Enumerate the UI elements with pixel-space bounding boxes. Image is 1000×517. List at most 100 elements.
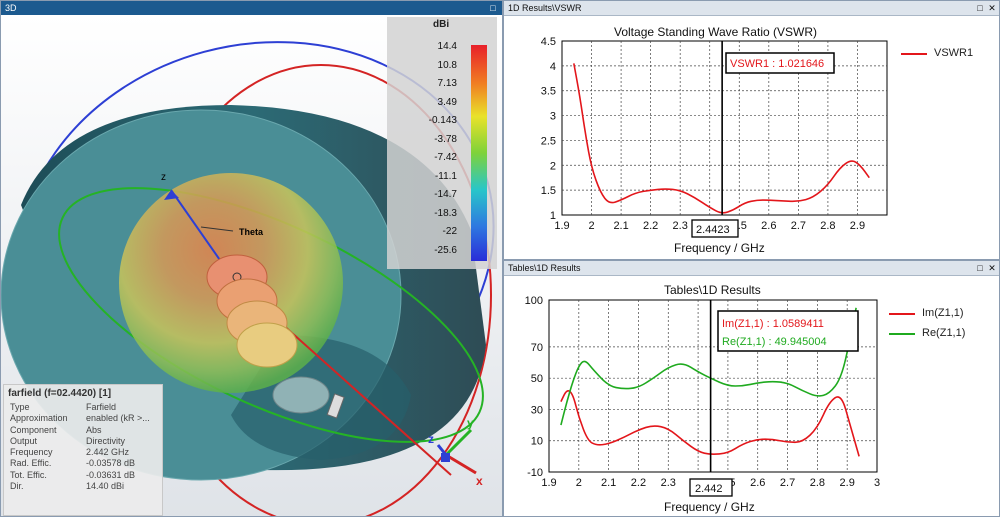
y-tick-label: 10 <box>531 436 543 448</box>
info-row: Output Directivity <box>4 436 162 447</box>
close-icon[interactable]: ✕ <box>988 263 996 273</box>
info-key: Tot. Effic. <box>10 469 47 480</box>
info-value: enabled (kR >... <box>86 413 150 424</box>
panel-3d: 3D □ <box>0 0 503 517</box>
x-tick-label: 2.8 <box>810 477 825 489</box>
panel-vswr-titlebar: 1D Results\VSWR □ ✕ <box>504 1 999 16</box>
x-tick-label: 2 <box>588 220 594 232</box>
x-tick-label: 2.2 <box>631 477 646 489</box>
x-tick-label: 2.7 <box>780 477 795 489</box>
info-key: Approximation <box>10 413 68 424</box>
info-key: Frequency <box>10 447 53 458</box>
y-tick-label: 1.5 <box>541 185 556 197</box>
info-value: Farfield <box>86 402 117 412</box>
scale-tick-label: 10.8 <box>437 59 457 71</box>
scale-tick-label: -7.42 <box>434 152 457 163</box>
farfield-info-box: farfield (f=02.4420) [1] Type Farfield App… <box>3 384 163 516</box>
x-tick-label: 1.9 <box>541 477 556 489</box>
y-tick-label: 3 <box>550 111 556 123</box>
panel-impedance: Tables\1D Results □ ✕ Tables\1D Results … <box>503 260 1000 517</box>
y-tick-label: 2.5 <box>541 135 556 147</box>
y-tick-label: 3.5 <box>541 86 556 98</box>
maximize-icon[interactable]: □ <box>490 3 496 13</box>
info-key: Output <box>10 435 38 446</box>
vswr-marker-box <box>725 52 835 74</box>
impedance-chart[interactable]: 1.922.12.22.32.42.52.62.72.82.93-1010305… <box>504 275 1000 517</box>
scale-unit: dBi <box>433 19 450 30</box>
x-tick-label: 2.1 <box>601 477 616 489</box>
color-scale-bar <box>471 45 487 261</box>
x-tick-label: 2.6 <box>761 220 776 232</box>
impedance-marker-x-box <box>689 478 733 497</box>
farfield-info-title: farfield (f=02.4420) [1] <box>8 388 112 399</box>
info-key: Rad. Effic. <box>10 458 52 469</box>
x-tick-label: 2.8 <box>820 220 835 232</box>
info-row: Tot. Effic. -0.03631 dB <box>4 470 162 481</box>
helix-turn-4 <box>236 322 298 368</box>
im-marker-value: Im(Z1,1) : 1.0589411 <box>722 318 824 330</box>
y-tick-label: 2 <box>550 160 556 172</box>
panel-3d-title: 3D <box>5 3 17 13</box>
maximize-icon[interactable]: □ <box>977 263 983 273</box>
scale-tick-label: -18.3 <box>434 207 457 219</box>
scale-tick-label: -3.78 <box>434 133 457 145</box>
info-value: -0.03631 dB <box>86 469 136 480</box>
x-tick-label: 1.9 <box>554 220 569 232</box>
scale-tick-label: -22 <box>442 226 457 237</box>
vswr-chart-title: Voltage Standing Wave Ratio (VSWR) <box>614 25 817 39</box>
vswr-chart[interactable]: 1.922.12.22.32.42.52.62.72.82.911.522.53… <box>504 15 1000 260</box>
triad-z-label: z <box>428 432 434 446</box>
y-tick-label: 1 <box>550 210 556 222</box>
info-row: Dir. 14.40 dBi <box>4 481 162 492</box>
re-legend-swatch <box>889 333 915 335</box>
info-key: Component <box>10 424 57 435</box>
impedance-chart-title: Tables\1D Results <box>664 283 761 297</box>
panel-vswr-title: 1D Results\VSWR <box>508 3 582 13</box>
impedance-marker-box <box>717 310 859 352</box>
x-tick-label: 2.2 <box>643 220 658 232</box>
vswr-marker-x-box <box>691 219 739 238</box>
scale-tick-label: -14.7 <box>434 189 457 200</box>
vswr-legend-label: VSWR1 <box>934 47 974 59</box>
theta-label: Theta <box>239 227 264 237</box>
x-tick-label: 2.9 <box>850 220 865 232</box>
series-line-imz11 <box>560 390 860 457</box>
info-value: Abs <box>86 424 102 435</box>
scale-tick-label: -0.143 <box>428 115 457 126</box>
x-tick-label: 2.7 <box>791 220 806 232</box>
maximize-icon[interactable]: □ <box>977 3 983 13</box>
impedance-marker-x-label: 2.442 <box>695 483 723 495</box>
info-value: 2.442 GHz <box>86 447 130 458</box>
panel-impedance-titlebar: Tables\1D Results □ ✕ <box>504 261 999 276</box>
vswr-marker-value: VSWR1 : 1.021646 <box>730 58 824 70</box>
axis-triad: y x z <box>428 416 483 488</box>
x-tick-label: 2.9 <box>840 477 855 489</box>
re-legend-label: Re(Z1,1) <box>922 327 966 339</box>
feed-structure <box>272 376 330 414</box>
x-tick-label: 2.1 <box>613 220 628 232</box>
close-icon[interactable]: ✕ <box>988 3 996 13</box>
y-tick-label: 70 <box>531 342 543 354</box>
y-tick-label: 100 <box>525 295 543 307</box>
info-row: Component Abs <box>4 425 162 436</box>
vswr-marker-x-label: 2.4423 <box>696 224 730 236</box>
info-value: 14.40 dBi <box>86 481 125 492</box>
info-row: Rad. Effic. -0.03578 dB <box>4 458 162 469</box>
scale-tick-label: 7.13 <box>437 78 457 89</box>
info-value: Directivity <box>86 435 126 446</box>
x-tick-label: 3 <box>874 477 880 489</box>
vswr-xlabel: Frequency / GHz <box>674 241 765 255</box>
x-tick-label: 2.6 <box>750 477 765 489</box>
x-tick-label: 2 <box>576 477 582 489</box>
plot-area <box>561 40 888 216</box>
series-line-rez11 <box>560 307 857 426</box>
y-tick-label: 4 <box>550 61 556 73</box>
triad-y-label: y <box>467 416 474 430</box>
triad-x-label: x <box>476 474 483 488</box>
series-line-vswr1 <box>573 63 870 214</box>
impedance-xlabel: Frequency / GHz <box>664 500 755 514</box>
vswr-legend-swatch <box>901 53 927 55</box>
x-tick-label: 2.3 <box>673 220 688 232</box>
y-tick-label: -10 <box>527 467 543 479</box>
info-key: Dir. <box>10 481 24 492</box>
